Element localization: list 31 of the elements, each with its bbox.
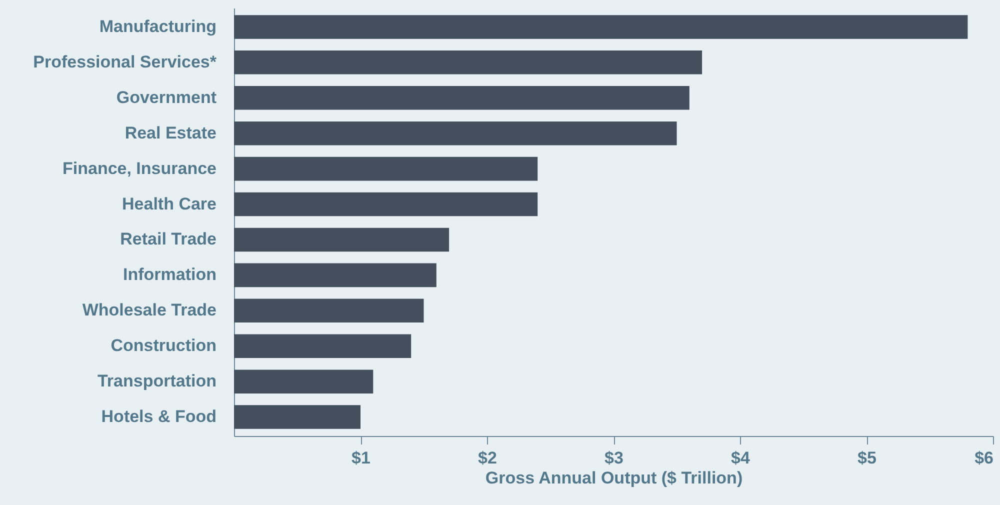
y-tick-label: Retail Trade	[120, 230, 216, 249]
bar	[234, 263, 436, 288]
y-tick-label: Government	[116, 88, 217, 107]
y-tick-label: Hotels & Food	[101, 407, 216, 426]
bar	[234, 192, 538, 216]
y-tick-label: Transportation	[97, 372, 216, 391]
bar	[234, 121, 677, 146]
y-tick-label: Construction	[110, 336, 216, 356]
bar	[234, 15, 968, 39]
bar	[234, 334, 412, 358]
y-tick-label: Finance, Insurance	[62, 158, 216, 178]
x-tick-label: $6	[974, 448, 994, 468]
y-tick-label: Manufacturing	[99, 16, 216, 36]
bar	[234, 298, 424, 323]
x-axis-title: Gross Annual Output ($ Trillion)	[485, 468, 743, 488]
x-tick-label: $2	[478, 448, 497, 468]
x-tick-label: $5	[858, 448, 876, 468]
y-tick-label: Information	[123, 265, 216, 284]
x-tick-label: $3	[604, 448, 624, 468]
bar	[234, 228, 450, 252]
y-tick-label: Wholesale Trade	[82, 300, 216, 320]
x-tick-label: $1	[352, 448, 370, 468]
x-tick-label: $4	[731, 448, 750, 468]
bar	[234, 50, 702, 74]
bar	[234, 86, 690, 110]
y-tick-label: Health Care	[122, 194, 216, 214]
bar	[234, 156, 538, 181]
y-tick-label: Professional Services*	[33, 52, 217, 72]
bar	[234, 370, 374, 394]
bar	[234, 405, 360, 429]
y-tick-label: Real Estate	[124, 123, 216, 142]
